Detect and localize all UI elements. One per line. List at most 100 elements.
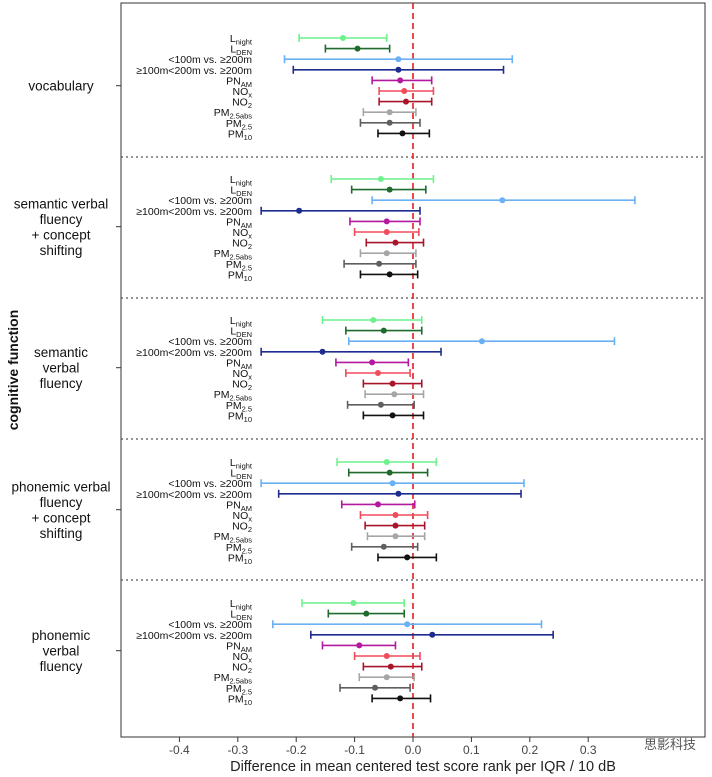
point-phonemic-verbal-fluency-no-x <box>383 653 390 659</box>
row-label-no-2: NO2 <box>232 521 252 535</box>
x-tick-label: -0.4 <box>169 743 190 757</box>
point-semantic-verbal-fluency-l-den <box>380 327 387 334</box>
point-semantic-verbal-fluency-concept-shifting-l-night <box>377 176 384 182</box>
group-label-vocabulary: vocabulary <box>28 79 94 94</box>
point-phonemic-verbal-fluency-concept-shifting-l-den <box>386 469 393 476</box>
row-label-no-2: NO2 <box>232 97 252 111</box>
point-vocabulary-100m-200m-vs-200m <box>395 66 402 73</box>
point-semantic-verbal-fluency-concept-shifting-pn-am <box>383 218 390 225</box>
group-label-phonemic-verbal-fluency: phonemic verbal fluency <box>32 628 91 674</box>
point-vocabulary-l-night <box>339 35 346 41</box>
point-phonemic-verbal-fluency-pm-10 <box>397 695 404 702</box>
row-label-100m-vs-200m: <100m vs. ≥200m <box>168 478 252 490</box>
point-vocabulary-pm-2-5 <box>386 119 393 126</box>
point-phonemic-verbal-fluency-concept-shifting-pm-2-5 <box>380 543 387 550</box>
point-phonemic-verbal-fluency-concept-shifting-pn-am <box>374 501 381 508</box>
row-label-pn-am: PNAM <box>226 499 252 513</box>
point-phonemic-verbal-fluency-concept-shifting-no-2 <box>392 522 399 529</box>
row-label-no-x: NOx <box>233 368 253 382</box>
point-phonemic-verbal-fluency-pm-2-5 <box>372 684 379 691</box>
row-label-l-den: LDEN <box>230 185 252 199</box>
point-phonemic-verbal-fluency-l-night <box>350 600 357 606</box>
row-label-100m-200m-vs-200m: ≥100m<200m vs. ≥200m <box>136 65 252 77</box>
point-semantic-verbal-fluency-concept-shifting-pm-2-5abs <box>383 250 390 257</box>
row-label-pm-10: PM10 <box>228 693 252 707</box>
row-label-no-x: NOx <box>233 651 253 665</box>
row-label-100m-vs-200m: <100m vs. ≥200m <box>168 195 252 207</box>
point-semantic-verbal-fluency-100m-200m-vs-200m <box>319 348 326 355</box>
row-label-no-2: NO2 <box>232 379 252 393</box>
x-tick-label: 0.1 <box>463 743 480 757</box>
row-label-pm-10: PM10 <box>228 552 252 566</box>
row-label-pm-2-5: PM2.5 <box>226 259 252 273</box>
row-label-no-x: NOx <box>233 86 253 100</box>
x-axis-label: Difference in mean centered test score r… <box>230 759 616 775</box>
x-tick-label: -0.3 <box>227 743 248 757</box>
point-semantic-verbal-fluency-concept-shifting-100m-200m-vs-200m <box>296 207 303 214</box>
point-semantic-verbal-fluency-concept-shifting-l-den <box>386 186 393 193</box>
x-tick-label: 0.3 <box>580 743 597 757</box>
point-semantic-verbal-fluency-l-night <box>370 317 377 323</box>
row-label-100m-200m-vs-200m: ≥100m<200m vs. ≥200m <box>136 630 252 642</box>
row-label-no-2: NO2 <box>232 662 252 676</box>
point-vocabulary-no-x <box>401 88 408 94</box>
point-vocabulary-no-2 <box>402 98 409 105</box>
point-phonemic-verbal-fluency-concept-shifting-100m-vs-200m <box>389 480 396 487</box>
point-phonemic-verbal-fluency-concept-shifting-no-x <box>392 512 399 518</box>
point-vocabulary-pm-2-5abs <box>386 109 393 116</box>
row-label-pm-10: PM10 <box>228 269 252 283</box>
row-label-no-2: NO2 <box>232 238 252 252</box>
point-semantic-verbal-fluency-no-2 <box>389 380 396 387</box>
row-label-100m-200m-vs-200m: ≥100m<200m vs. ≥200m <box>136 206 252 218</box>
point-phonemic-verbal-fluency-l-den <box>363 610 370 617</box>
row-label-pm-2-5abs: PM2.5abs <box>214 389 253 403</box>
row-label-l-night: Lnight <box>230 174 253 188</box>
row-label-100m-200m-vs-200m: ≥100m<200m vs. ≥200m <box>136 489 252 501</box>
point-phonemic-verbal-fluency-concept-shifting-l-night <box>383 459 390 465</box>
point-phonemic-verbal-fluency-no-2 <box>387 663 394 670</box>
row-label-pm-2-5: PM2.5 <box>226 683 252 697</box>
row-label-pm-2-5abs: PM2.5abs <box>214 107 253 121</box>
y-axis-title: cognitive function <box>5 310 21 431</box>
row-label-pm-2-5: PM2.5 <box>226 400 252 414</box>
group-label-phonemic-verbal-fluency-concept-shifting: phonemic verbal fluency + concept shifting <box>11 479 110 541</box>
row-label-no-x: NOx <box>233 227 253 241</box>
row-label-no-x: NOx <box>233 510 253 524</box>
point-semantic-verbal-fluency-100m-vs-200m <box>478 338 485 345</box>
row-label-100m-vs-200m: <100m vs. ≥200m <box>168 619 252 631</box>
row-label-pm-2-5: PM2.5 <box>226 118 252 132</box>
point-semantic-verbal-fluency-no-x <box>374 370 381 376</box>
row-label-l-night: Lnight <box>230 598 253 612</box>
point-semantic-verbal-fluency-pm-10 <box>389 412 396 419</box>
row-label-pn-am: PNAM <box>226 75 252 89</box>
point-phonemic-verbal-fluency-100m-vs-200m <box>404 621 411 628</box>
point-vocabulary-l-den <box>354 45 361 52</box>
point-phonemic-verbal-fluency-100m-200m-vs-200m <box>429 631 436 638</box>
x-tick-label: 0.2 <box>521 743 538 757</box>
row-label-l-den: LDEN <box>230 468 252 482</box>
row-label-100m-200m-vs-200m: ≥100m<200m vs. ≥200m <box>136 347 252 359</box>
point-semantic-verbal-fluency-pm-2-5abs <box>391 391 398 398</box>
point-semantic-verbal-fluency-concept-shifting-100m-vs-200m <box>499 197 506 204</box>
row-label-pm-2-5: PM2.5 <box>226 542 252 556</box>
x-tick-label: 0.0 <box>405 743 422 757</box>
x-tick-label: -0.2 <box>286 743 307 757</box>
row-label-pm-2-5abs: PM2.5abs <box>214 672 253 686</box>
x-tick-label: -0.1 <box>344 743 365 757</box>
point-phonemic-verbal-fluency-concept-shifting-100m-200m-vs-200m <box>395 490 402 497</box>
point-vocabulary-100m-vs-200m <box>395 56 402 63</box>
row-label-l-den: LDEN <box>230 326 252 340</box>
point-phonemic-verbal-fluency-pn-am <box>356 642 363 649</box>
group-label-semantic-verbal-fluency: semantic verbal fluency <box>34 345 88 391</box>
point-vocabulary-pn-am <box>397 77 404 84</box>
row-label-100m-vs-200m: <100m vs. ≥200m <box>168 54 252 66</box>
watermark: 思影科技 <box>643 738 696 753</box>
row-label-pm-10: PM10 <box>228 128 252 142</box>
point-semantic-verbal-fluency-concept-shifting-no-2 <box>392 239 399 246</box>
point-phonemic-verbal-fluency-pm-2-5abs <box>383 674 390 681</box>
row-label-pn-am: PNAM <box>226 357 252 371</box>
point-vocabulary-pm-10 <box>399 130 406 137</box>
row-label-l-night: Lnight <box>230 315 253 329</box>
row-label-pn-am: PNAM <box>226 640 252 654</box>
